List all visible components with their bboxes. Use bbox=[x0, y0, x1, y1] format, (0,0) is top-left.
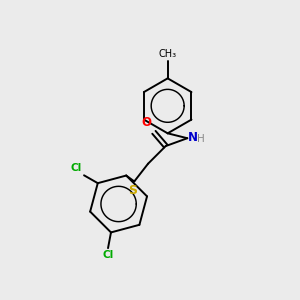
Text: Cl: Cl bbox=[71, 163, 82, 173]
Text: H: H bbox=[197, 134, 205, 144]
Text: S: S bbox=[128, 184, 137, 197]
Text: O: O bbox=[141, 116, 151, 129]
Text: CH₃: CH₃ bbox=[159, 49, 177, 59]
Text: N: N bbox=[188, 131, 198, 144]
Text: Cl: Cl bbox=[102, 250, 114, 260]
